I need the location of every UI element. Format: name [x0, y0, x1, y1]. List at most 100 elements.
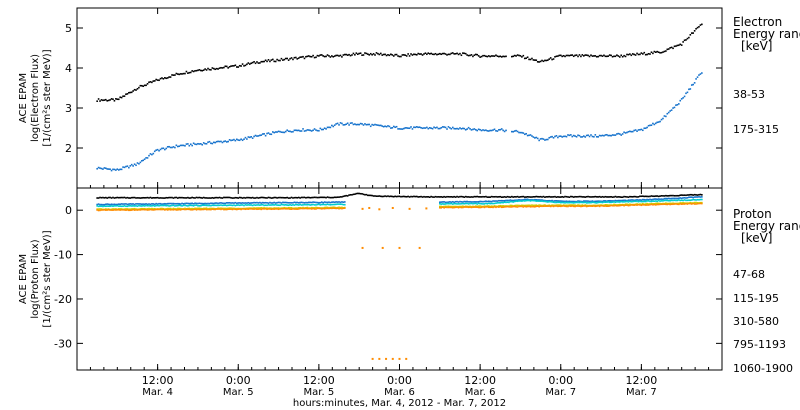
data-point — [122, 205, 124, 207]
data-point — [240, 196, 242, 199]
data-point — [269, 196, 271, 199]
data-point — [171, 202, 173, 205]
data-point — [113, 205, 116, 207]
data-point — [382, 195, 385, 198]
data-point — [361, 54, 363, 56]
data-point — [693, 198, 696, 201]
data-point — [631, 204, 634, 206]
data-point — [371, 123, 373, 126]
data-point — [179, 196, 182, 199]
data-point — [277, 59, 280, 62]
data-point — [508, 199, 510, 202]
data-point — [289, 204, 291, 206]
data-point — [119, 205, 121, 207]
data-point — [562, 201, 565, 204]
data-point — [358, 192, 360, 195]
data-point — [325, 206, 327, 209]
data-point — [631, 200, 634, 203]
data-point — [686, 37, 689, 40]
data-point — [113, 197, 116, 199]
data-point — [290, 131, 293, 133]
data-point — [428, 53, 431, 55]
data-point — [503, 130, 506, 133]
data-point — [545, 200, 548, 203]
legend-entry-1060-1900: 1060-1900 — [733, 362, 793, 375]
data-point — [256, 204, 258, 206]
data-point — [359, 192, 362, 195]
data-point — [614, 134, 617, 136]
data-point — [223, 204, 225, 207]
data-point — [172, 146, 175, 148]
data-point — [315, 196, 317, 199]
x-tick-time: 12:00 — [303, 374, 335, 387]
data-point — [538, 205, 540, 208]
data-point — [656, 198, 659, 201]
data-point — [192, 202, 195, 205]
data-point — [152, 152, 155, 155]
data-point — [205, 202, 208, 205]
data-point — [117, 98, 120, 101]
data-point — [318, 55, 320, 57]
data-point — [522, 199, 525, 201]
data-point — [552, 137, 555, 139]
data-point — [283, 204, 286, 206]
data-point — [693, 201, 696, 204]
data-point — [279, 130, 281, 133]
data-point — [175, 72, 178, 75]
data-point — [588, 55, 591, 58]
data-point — [675, 194, 677, 197]
data-point — [122, 95, 124, 98]
data-point — [182, 72, 185, 75]
data-point — [260, 208, 263, 211]
data-point — [126, 205, 129, 208]
data-point — [499, 204, 502, 207]
data-point — [446, 128, 448, 130]
data-point — [140, 84, 143, 87]
data-point — [449, 127, 451, 129]
data-point — [250, 62, 253, 65]
data-point — [634, 195, 637, 198]
data-point — [634, 204, 637, 206]
data-point — [367, 194, 369, 197]
data-point — [470, 196, 473, 198]
data-point — [139, 208, 142, 210]
data-point — [454, 52, 457, 55]
data-point — [276, 131, 278, 133]
data-point — [109, 168, 111, 171]
data-point — [336, 201, 339, 203]
data-point — [453, 201, 456, 204]
data-point — [100, 99, 103, 101]
data-point — [385, 195, 388, 198]
data-point — [581, 201, 584, 204]
data-point — [408, 55, 411, 57]
data-point — [505, 205, 507, 208]
data-point — [125, 203, 127, 205]
data-point — [143, 205, 146, 207]
data-point — [493, 205, 496, 207]
data-point — [647, 195, 650, 198]
data-point — [100, 205, 103, 207]
data-point — [120, 196, 123, 199]
data-point — [184, 202, 186, 205]
data-point — [667, 48, 670, 50]
data-point — [122, 209, 124, 211]
series-175-315 — [96, 72, 703, 172]
data-point — [467, 126, 470, 129]
data-point — [208, 197, 211, 199]
data-point — [492, 205, 494, 208]
data-point — [559, 54, 562, 57]
data-point — [567, 196, 569, 198]
data-point — [587, 195, 589, 198]
x-axis-label: hours:minutes, Mar. 4, 2012 - Mar. 7, 20… — [293, 398, 506, 409]
series-38-53 — [96, 23, 703, 102]
data-point — [202, 208, 205, 211]
data-point — [295, 56, 297, 59]
data-point — [528, 196, 530, 198]
data-point — [263, 208, 265, 210]
data-point — [352, 193, 355, 196]
data-point — [379, 124, 382, 127]
data-point — [244, 204, 247, 206]
data-point — [682, 97, 684, 99]
data-point — [466, 54, 468, 56]
